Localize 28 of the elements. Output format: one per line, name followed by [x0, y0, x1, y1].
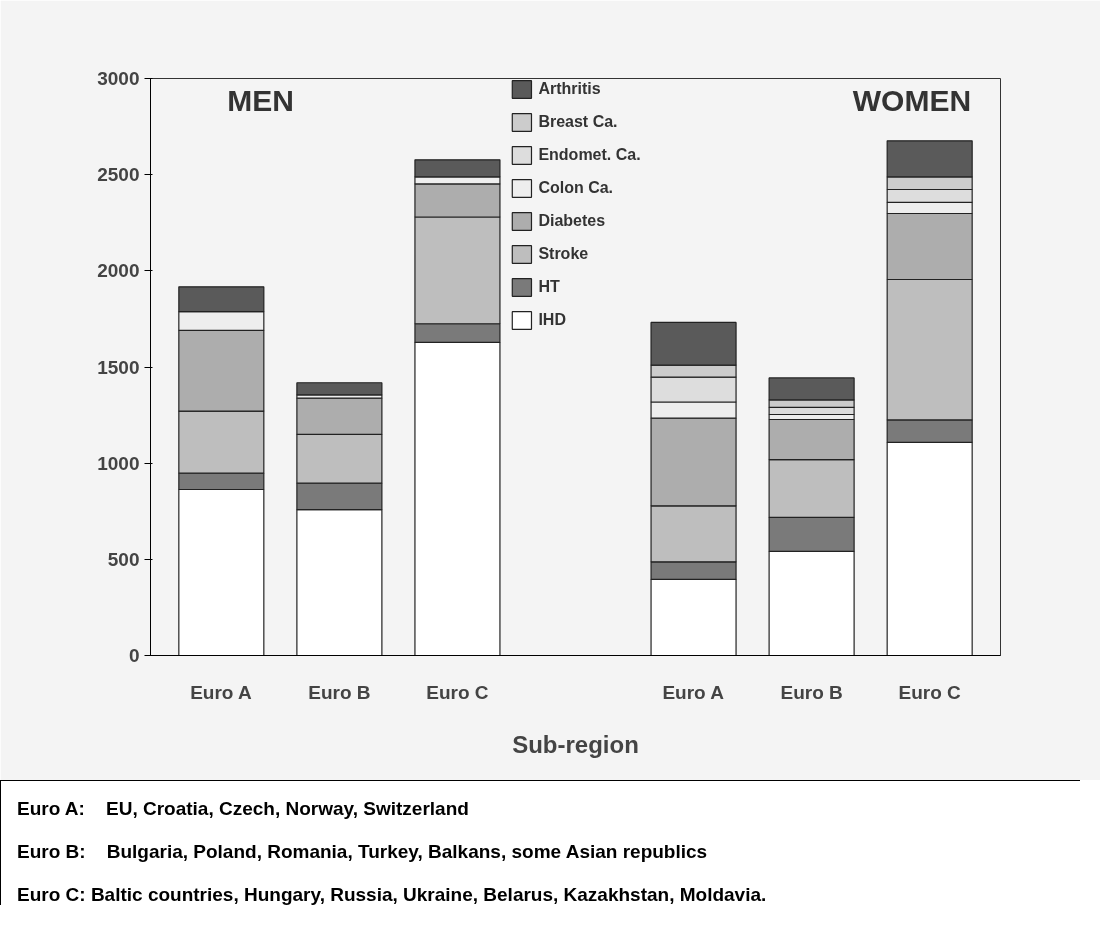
x-tick-label: Euro B — [780, 681, 843, 703]
text: Euro B: Bulgaria, Poland, Romania, Turkey, Balkans, some Asian republics — [17, 840, 709, 865]
legend-label: Arthritis — [538, 80, 601, 98]
y-tick-label: 2500 — [97, 164, 140, 186]
bar — [296, 382, 383, 396]
text: Euro A: EU, Croatia, Czech, Norway, Switzerland — [17, 797, 470, 821]
x-tick-label: Euro B — [308, 681, 371, 703]
legend-label: Endomet. Ca. — [538, 146, 641, 164]
y-tick-label: 1000 — [97, 452, 140, 474]
legend-label: Breast Ca. — [538, 113, 618, 131]
x-tick-label: Euro A — [662, 681, 725, 703]
x-tick-label: Euro C — [898, 681, 962, 703]
y-tick-label: 3000 — [97, 68, 140, 89]
annotation: WOMEN — [852, 83, 972, 117]
annotation: MEN — [227, 83, 294, 117]
x-tick-label: Euro C — [426, 681, 489, 703]
x-axis-title: Sub-region — [512, 730, 639, 758]
legend-label: Diabetes — [538, 212, 606, 230]
legend-label: IHD — [538, 311, 566, 329]
y-tick-label: 0 — [128, 645, 140, 666]
legend-label: Colon Ca. — [538, 179, 614, 197]
text: Euro C: Baltic countries, Hungary, Russia, Ukraine, Belarus, Kazakhstan, Moldavia. — [17, 883, 768, 908]
y-tick-label: 2000 — [97, 260, 140, 282]
x-tick-label: Euro A — [190, 681, 253, 703]
legend-label: Stroke — [538, 245, 589, 263]
y-tick-label: 500 — [107, 548, 140, 570]
y-tick-label: 1500 — [97, 356, 140, 378]
legend-label: HT — [538, 278, 560, 296]
